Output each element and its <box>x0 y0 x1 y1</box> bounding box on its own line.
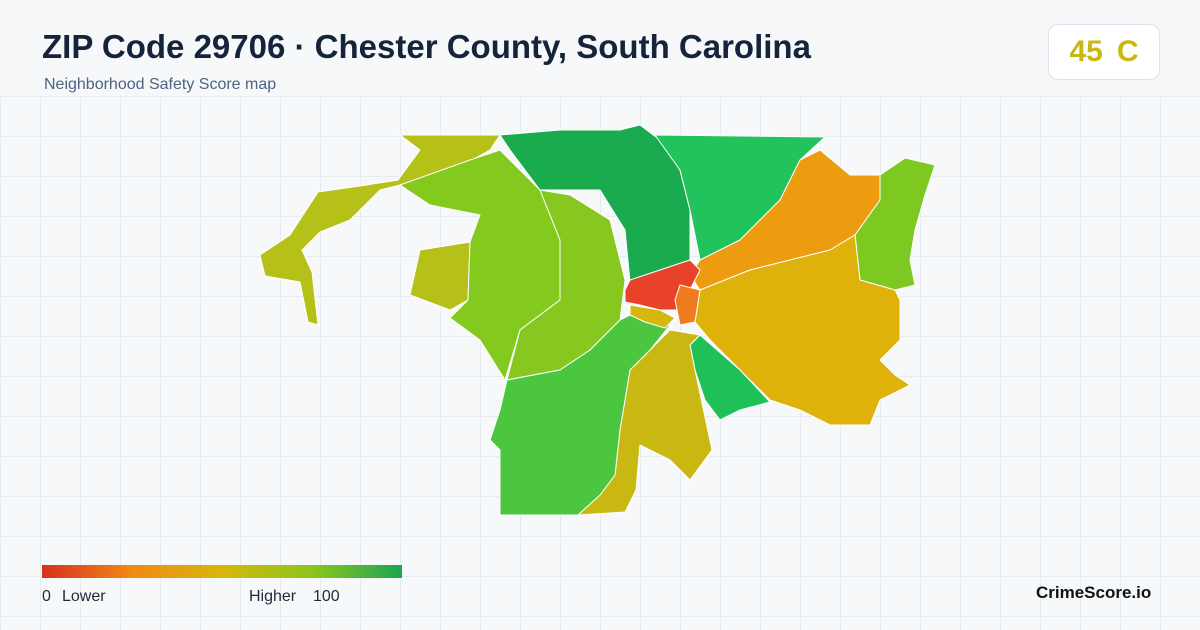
region <box>629 304 676 329</box>
subtitle: Neighborhood Safety Score map <box>44 76 277 93</box>
region <box>489 314 671 516</box>
score: 45 <box>1069 35 1103 68</box>
legend-low: Lower <box>62 588 106 605</box>
legend-min: 0 <box>42 588 51 605</box>
grade: C <box>1116 35 1139 68</box>
brand: CrimeScore.io <box>1036 583 1152 602</box>
region <box>409 241 471 311</box>
region <box>674 284 701 326</box>
score-badge: 45 C <box>1048 24 1160 80</box>
region <box>854 157 936 291</box>
region <box>399 149 561 381</box>
title: ZIP Code 29706 · Chester County, South C… <box>42 28 811 65</box>
header <box>0 0 1200 96</box>
legend-gradient <box>42 565 402 578</box>
legend-high: Higher <box>249 588 297 605</box>
legend-max: 100 <box>313 588 340 605</box>
